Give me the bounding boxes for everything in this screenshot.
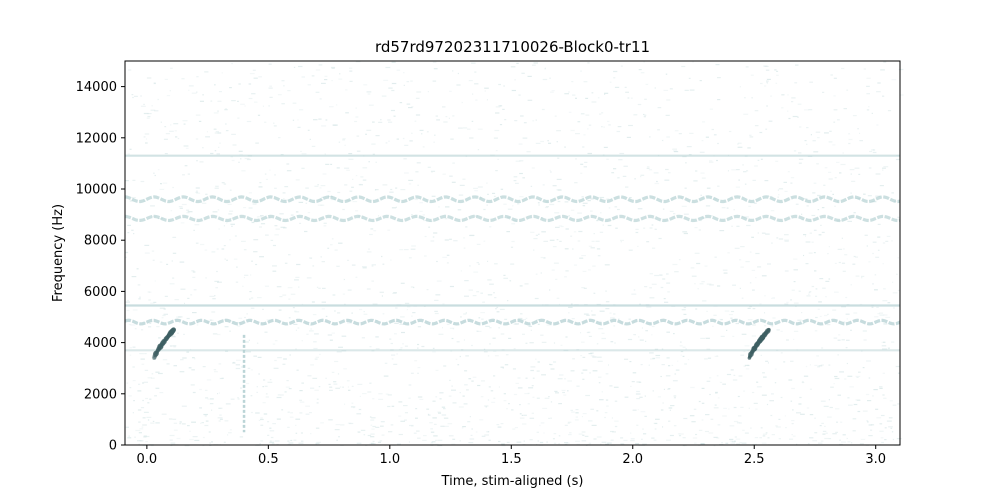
x-tick-label: 1.5: [501, 452, 522, 467]
x-axis: 0.0 0.5 1.0 1.5 2.0 2.5 3.0: [137, 445, 886, 467]
x-tick-label: 2.5: [744, 452, 765, 467]
y-tick-label: 0: [109, 439, 117, 454]
x-tick-label: 3.0: [865, 452, 886, 467]
y-tick-label: 4000: [84, 336, 117, 351]
y-tick-label: 14000: [76, 80, 117, 95]
frequency-band: [124, 318, 901, 326]
y-tick-label: 12000: [76, 131, 117, 146]
frequency-band: [124, 195, 901, 204]
x-tick-label: 1.0: [379, 452, 400, 467]
chirp-event: [747, 327, 771, 360]
y-tick-label: 10000: [76, 183, 117, 198]
x-axis-label: Time, stim-aligned (s): [441, 474, 584, 489]
chirp-event: [152, 327, 177, 360]
y-tick-label: 2000: [84, 387, 117, 402]
y-axis: 0 2000 4000 6000 8000 10000 12000 14000: [76, 80, 125, 454]
x-tick-label: 0.0: [137, 452, 158, 467]
chart-title: rd57rd97202311710026-Block0-tr11: [375, 38, 650, 56]
plot-content: [124, 61, 904, 447]
plot-background: [125, 61, 900, 445]
y-axis-label: Frequency (Hz): [51, 204, 66, 302]
plot-frame: [124, 60, 901, 446]
noise-speckle: [125, 61, 904, 447]
x-tick-label: 2.0: [622, 452, 643, 467]
y-tick-label: 8000: [84, 234, 117, 249]
frequency-band: [124, 214, 901, 223]
y-tick-label: 6000: [84, 285, 117, 300]
x-tick-label: 0.5: [258, 452, 279, 467]
